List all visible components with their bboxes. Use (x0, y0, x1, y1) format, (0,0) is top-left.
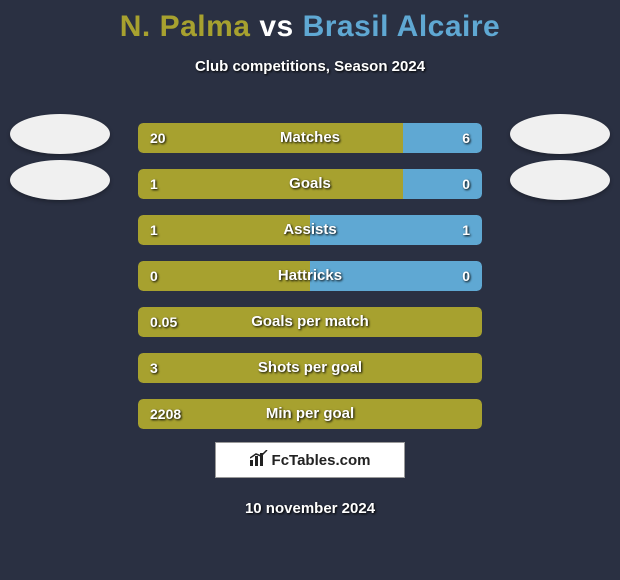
stat-label: Hattricks (138, 261, 482, 291)
player1-name: N. Palma (120, 10, 251, 43)
player2-avatar-placeholder (510, 114, 610, 154)
chart-icon (250, 450, 268, 471)
player2-name: Brasil Alcaire (303, 10, 501, 43)
stat-label: Goals per match (138, 307, 482, 337)
stat-label: Min per goal (138, 399, 482, 429)
stat-row: 3Shots per goal (138, 353, 482, 383)
stat-row: 00Hattricks (138, 261, 482, 291)
stats-bars-container: 206Matches 10Goals 11Assists 00Hattricks 0.0… (138, 123, 482, 445)
vs-text: vs (259, 10, 293, 43)
comparison-title: N. Palma vs Brasil Alcaire (0, 0, 620, 44)
footer-logo[interactable]: FcTables.com (215, 442, 405, 478)
subtitle: Club competitions, Season 2024 (0, 58, 620, 75)
stat-label: Shots per goal (138, 353, 482, 383)
stat-row: 10Goals (138, 169, 482, 199)
player2-avatar-area (505, 108, 615, 218)
stat-row: 2208Min per goal (138, 399, 482, 429)
player1-avatar-placeholder (10, 114, 110, 154)
player1-club-placeholder (10, 160, 110, 200)
footer-date: 10 november 2024 (0, 500, 620, 517)
stat-row: 206Matches (138, 123, 482, 153)
stat-row: 11Assists (138, 215, 482, 245)
stat-label: Assists (138, 215, 482, 245)
stat-label: Matches (138, 123, 482, 153)
stat-label: Goals (138, 169, 482, 199)
stat-row: 0.05Goals per match (138, 307, 482, 337)
player1-avatar-area (5, 108, 115, 218)
footer-logo-text: FcTables.com (272, 452, 371, 469)
player2-club-placeholder (510, 160, 610, 200)
